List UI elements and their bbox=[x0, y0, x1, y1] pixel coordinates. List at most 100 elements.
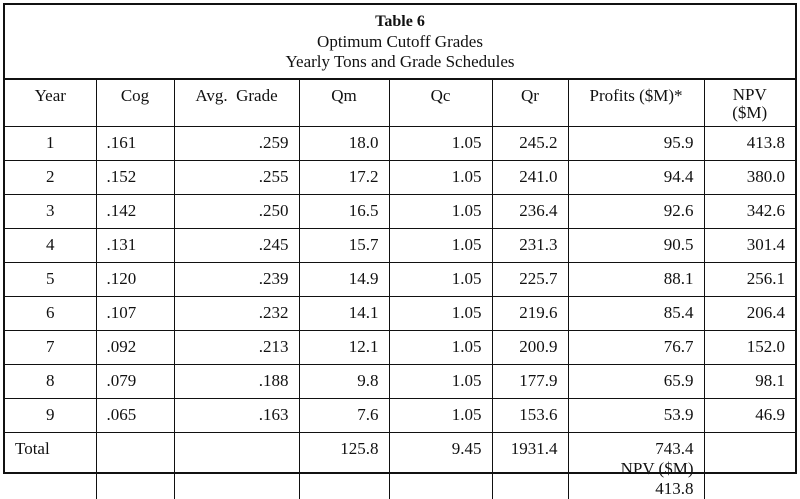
cell-qm: 7.6 bbox=[298, 397, 390, 433]
col-header-qc: Qc bbox=[388, 80, 493, 127]
col-header-qm: Qm bbox=[298, 80, 390, 127]
cell-profits: 65.9 bbox=[567, 363, 705, 399]
cell-total-npv bbox=[703, 431, 795, 499]
table-title: Optimum Cutoff Grades bbox=[317, 32, 483, 51]
cell-qm: 9.8 bbox=[298, 363, 390, 399]
cell-avg-grade: .259 bbox=[173, 125, 300, 161]
cell-qc: 1.05 bbox=[388, 295, 493, 331]
cell-qr: 231.3 bbox=[491, 227, 569, 263]
cell-qm: 16.5 bbox=[298, 193, 390, 229]
cell-year: 1 bbox=[5, 125, 97, 161]
cell-qc: 1.05 bbox=[388, 329, 493, 365]
cell-avg-grade: .239 bbox=[173, 261, 300, 297]
cell-qm: 14.1 bbox=[298, 295, 390, 331]
col-header-npv: NPV ($M) bbox=[703, 80, 795, 127]
cell-total-qm: 125.8 bbox=[298, 431, 390, 499]
table-row: 5 .120 .239 14.9 1.05 225.7 88.1 256.1 bbox=[5, 261, 795, 297]
cell-year: 5 bbox=[5, 261, 97, 297]
col-header-profits: Profits ($M)* bbox=[567, 80, 705, 127]
table-row: 4 .131 .245 15.7 1.05 231.3 90.5 301.4 bbox=[5, 227, 795, 263]
cell-total-qc: 9.45 bbox=[388, 431, 493, 499]
cell-cog: .107 bbox=[95, 295, 175, 331]
col-header-year: Year bbox=[5, 80, 97, 127]
cell-qr: 177.9 bbox=[491, 363, 569, 399]
cell-qr: 245.2 bbox=[491, 125, 569, 161]
cell-qr: 153.6 bbox=[491, 397, 569, 433]
header-row: Year Cog Avg. Grade Qm Qc Qr Profits ($M… bbox=[5, 80, 795, 127]
cell-profits: 76.7 bbox=[567, 329, 705, 365]
cell-year: 8 bbox=[5, 363, 97, 399]
col-header-cog: Cog bbox=[95, 80, 175, 127]
cell-qc: 1.05 bbox=[388, 125, 493, 161]
cell-qm: 17.2 bbox=[298, 159, 390, 195]
cell-cog: .131 bbox=[95, 227, 175, 263]
cell-qc: 1.05 bbox=[388, 159, 493, 195]
table-row: 2 .152 .255 17.2 1.05 241.0 94.4 380.0 bbox=[5, 159, 795, 195]
cell-year: 2 bbox=[5, 159, 97, 195]
cell-qr: 241.0 bbox=[491, 159, 569, 195]
cell-npv: 342.6 bbox=[703, 193, 795, 229]
cell-cog: .120 bbox=[95, 261, 175, 297]
cell-profits: 95.9 bbox=[567, 125, 705, 161]
cell-cog: .079 bbox=[95, 363, 175, 399]
cell-qc: 1.05 bbox=[388, 363, 493, 399]
total-profits-value: 743.4 bbox=[655, 438, 694, 458]
cell-total-label: Total bbox=[5, 431, 97, 499]
cell-avg-grade: .163 bbox=[173, 397, 300, 433]
cell-avg-grade: .188 bbox=[173, 363, 300, 399]
cell-avg-grade: .255 bbox=[173, 159, 300, 195]
cell-avg-grade: .245 bbox=[173, 227, 300, 263]
cell-npv: 256.1 bbox=[703, 261, 795, 297]
col-header-avg-grade: Avg. Grade bbox=[173, 80, 300, 127]
table-number: Table 6 bbox=[375, 13, 425, 30]
cell-total-qr: 1931.4 bbox=[491, 431, 569, 499]
cell-profits: 90.5 bbox=[567, 227, 705, 263]
cell-npv: 206.4 bbox=[703, 295, 795, 331]
cell-qr: 200.9 bbox=[491, 329, 569, 365]
table-row: 8 .079 .188 9.8 1.05 177.9 65.9 98.1 bbox=[5, 363, 795, 399]
cell-year: 4 bbox=[5, 227, 97, 263]
cell-qm: 14.9 bbox=[298, 261, 390, 297]
cell-qc: 1.05 bbox=[388, 193, 493, 229]
table-row: 6 .107 .232 14.1 1.05 219.6 85.4 206.4 bbox=[5, 295, 795, 331]
cell-npv: 46.9 bbox=[703, 397, 795, 433]
cell-cog: .065 bbox=[95, 397, 175, 433]
cell-avg-grade: .232 bbox=[173, 295, 300, 331]
col-header-qr: Qr bbox=[491, 80, 569, 127]
cell-qr: 219.6 bbox=[491, 295, 569, 331]
cell-avg-grade: .250 bbox=[173, 193, 300, 229]
cell-qc: 1.05 bbox=[388, 397, 493, 433]
cell-profits: 94.4 bbox=[567, 159, 705, 195]
cell-year: 7 bbox=[5, 329, 97, 365]
cell-qm: 12.1 bbox=[298, 329, 390, 365]
col-header-npv-line1: NPV bbox=[732, 85, 767, 104]
cell-npv: 380.0 bbox=[703, 159, 795, 195]
cell-qm: 18.0 bbox=[298, 125, 390, 161]
cell-cog: .092 bbox=[95, 329, 175, 365]
cell-qr: 236.4 bbox=[491, 193, 569, 229]
cell-qc: 1.05 bbox=[388, 261, 493, 297]
cell-total-cog bbox=[95, 431, 175, 499]
table-row: 9 .065 .163 7.6 1.05 153.6 53.9 46.9 bbox=[5, 397, 795, 433]
cell-npv: 413.8 bbox=[703, 125, 795, 161]
cell-cog: .161 bbox=[95, 125, 175, 161]
cell-qr: 225.7 bbox=[491, 261, 569, 297]
cell-npv: 98.1 bbox=[703, 363, 795, 399]
cell-qm: 15.7 bbox=[298, 227, 390, 263]
cell-profits: 53.9 bbox=[567, 397, 705, 433]
col-header-npv-line2: ($M) bbox=[732, 103, 768, 122]
total-row: Total 125.8 9.45 1931.4 743.4 NPV ($M) 4… bbox=[5, 431, 795, 499]
cell-profits: 92.6 bbox=[567, 193, 705, 229]
cell-cog: .142 bbox=[95, 193, 175, 229]
cell-cog: .152 bbox=[95, 159, 175, 195]
cutoff-grade-table: Year Cog Avg. Grade Qm Qc Qr Profits ($M… bbox=[5, 80, 795, 499]
cell-year: 9 bbox=[5, 397, 97, 433]
table-title-block: Table 6 Optimum Cutoff Grades Yearly Ton… bbox=[5, 5, 795, 80]
total-npv-note: NPV ($M) 413.8 bbox=[620, 458, 694, 498]
table-row: 3 .142 .250 16.5 1.05 236.4 92.6 342.6 bbox=[5, 193, 795, 229]
cell-total-avg-grade bbox=[173, 431, 300, 499]
cell-year: 6 bbox=[5, 295, 97, 331]
cell-npv: 301.4 bbox=[703, 227, 795, 263]
cell-qc: 1.05 bbox=[388, 227, 493, 263]
cell-avg-grade: .213 bbox=[173, 329, 300, 365]
